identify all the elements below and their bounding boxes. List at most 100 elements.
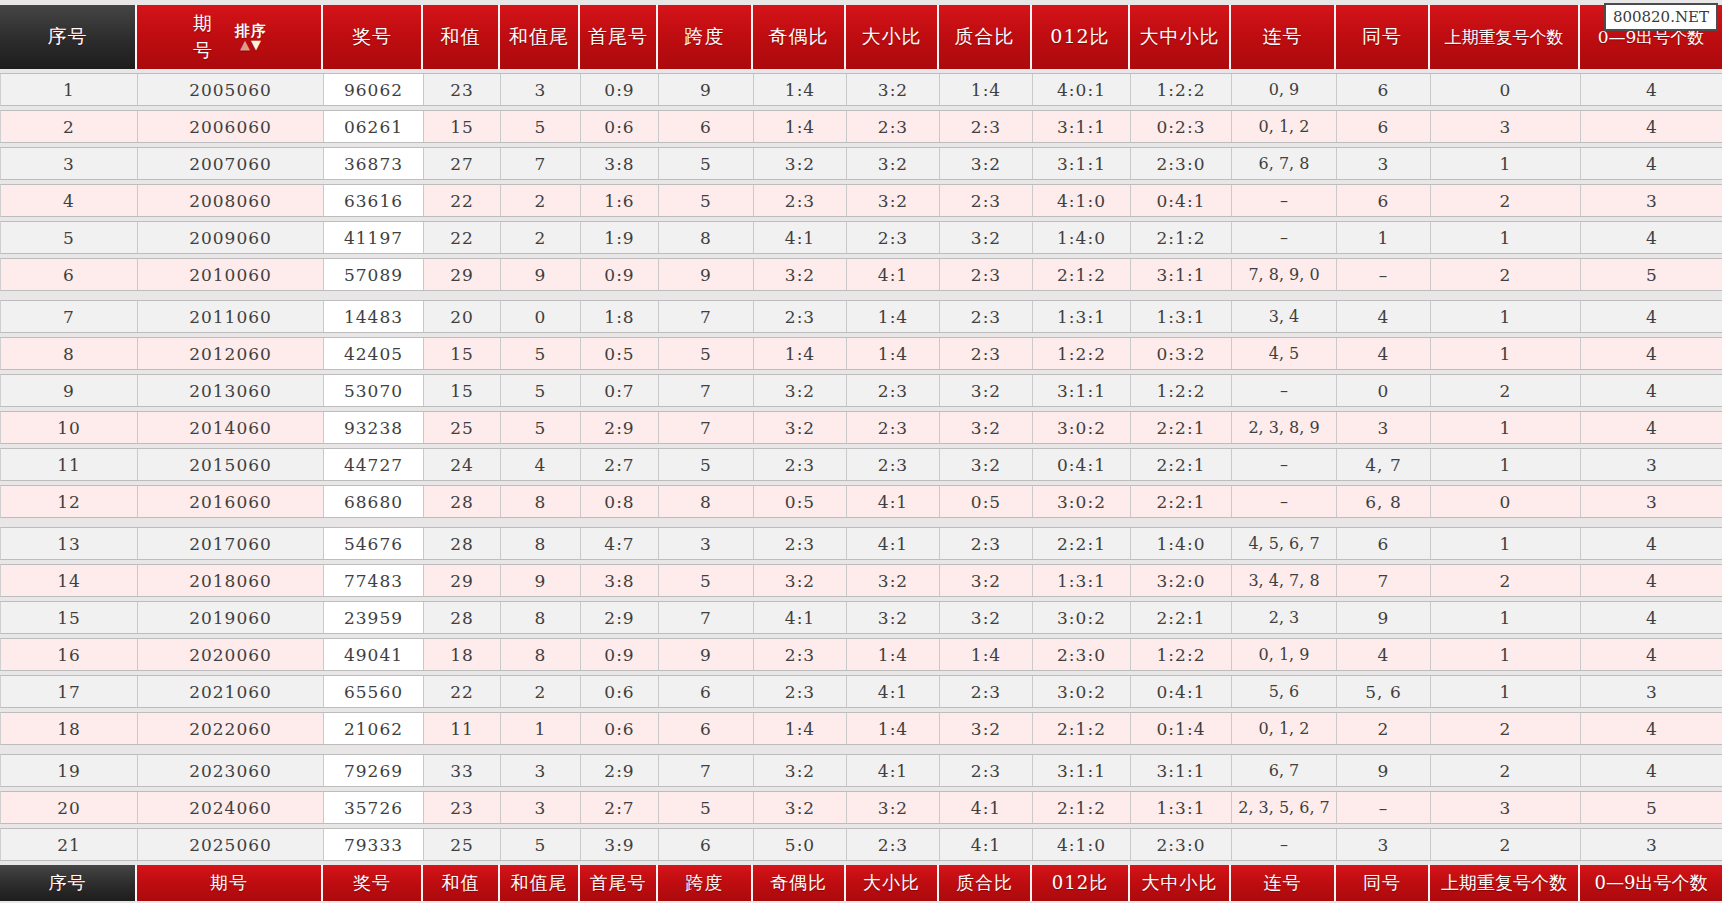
cell-first_last: 4:7 [581,528,659,559]
cell-first_last: 0:9 [581,259,659,290]
cell-odd_even: 1:4 [754,74,847,105]
cell-digit_count: 4 [1581,713,1722,744]
cell-prime_composite: 3:2 [940,713,1033,744]
cell-span: 7 [659,755,754,786]
cell-digit_count: 4 [1581,639,1722,670]
cell-sum: 25 [424,829,501,860]
cell-sum: 15 [424,375,501,406]
cell-period: 2020060 [138,639,324,670]
sort-descending-icon[interactable]: ▼ [251,37,262,52]
cell-sum: 29 [424,259,501,290]
table-row: 212025060793332553:965:02:34:14:1:02:3:0… [0,828,1722,861]
table-header-row: 序号期号排序▲▼奖号和值和值尾首尾号跨度奇偶比大小比质合比012比大中小比连号同… [0,5,1722,69]
cell-repeat_prev: 2 [1431,755,1581,786]
cell-ratio_012: 3:1:1 [1033,375,1131,406]
cell-same: 3 [1337,412,1431,443]
cell-first_last: 1:8 [581,301,659,332]
cell-ratio_012: 1:2:2 [1033,338,1131,369]
footer-header-odd_even: 奇偶比 [753,865,846,901]
cell-serial: 7 [1,301,138,332]
cell-serial: 18 [1,713,138,744]
cell-span: 5 [659,449,754,480]
cell-prime_composite: 3:2 [940,565,1033,596]
cell-ratio_012: 3:0:2 [1033,602,1131,633]
cell-repeat_prev: 1 [1431,602,1581,633]
cell-prime_composite: 1:4 [940,74,1033,105]
table-row: 32007060368732773:853:23:23:23:1:12:3:06… [0,147,1722,180]
cell-big_small: 2:3 [847,111,940,142]
cell-odd_even: 3:2 [754,565,847,596]
cell-prize: 57089 [324,259,424,290]
cell-sum_tail: 3 [501,792,581,823]
cell-prize: 21062 [324,713,424,744]
cell-big_small: 1:4 [847,338,940,369]
group-separator [0,291,1722,296]
cell-digit_count: 4 [1581,602,1722,633]
cell-period: 2017060 [138,528,324,559]
cell-odd_even: 3:2 [754,375,847,406]
sort-ascending-icon[interactable]: ▲ [240,37,251,52]
cell-big_mid_small: 0:3:2 [1131,338,1232,369]
footer-header-repeat_prev: 上期重复号个数 [1430,865,1580,901]
period-header-label: 期号 [191,10,215,64]
group-separator [0,518,1722,523]
group-separator [0,745,1722,750]
cell-sum_tail: 8 [501,602,581,633]
cell-big_small: 4:1 [847,528,940,559]
cell-serial: 12 [1,486,138,517]
cell-sum_tail: 1 [501,713,581,744]
cell-serial: 2 [1,111,138,142]
cell-sum: 23 [424,792,501,823]
cell-ratio_012: 4:1:0 [1033,185,1131,216]
footer-header-period: 期号 [137,865,323,901]
cell-repeat_prev: 0 [1431,486,1581,517]
cell-prize: 14483 [324,301,424,332]
cell-first_last: 0:9 [581,74,659,105]
cell-span: 5 [659,185,754,216]
cell-consecutive: – [1232,375,1337,406]
cell-odd_even: 5:0 [754,829,847,860]
column-header-period: 期号排序▲▼ [137,5,323,69]
cell-period: 2007060 [138,148,324,179]
cell-span: 9 [659,639,754,670]
footer-header-sum: 和值 [423,865,500,901]
cell-serial: 11 [1,449,138,480]
cell-sum_tail: 3 [501,755,581,786]
cell-ratio_012: 3:1:1 [1033,148,1131,179]
cell-serial: 17 [1,676,138,707]
cell-prize: 93238 [324,412,424,443]
cell-odd_even: 2:3 [754,528,847,559]
table-row: 52009060411972221:984:12:33:21:4:02:1:2–… [0,221,1722,254]
cell-ratio_012: 1:3:1 [1033,301,1131,332]
cell-odd_even: 1:4 [754,111,847,142]
cell-same: 9 [1337,602,1431,633]
cell-serial: 5 [1,222,138,253]
table-row: 172021060655602220:662:34:12:33:0:20:4:1… [0,675,1722,708]
table-footer-row: 序号期号奖号和值和值尾首尾号跨度奇偶比大小比质合比012比大中小比连号同号上期重… [0,865,1722,901]
cell-repeat_prev: 1 [1431,676,1581,707]
cell-prime_composite: 4:1 [940,829,1033,860]
table-row: 12005060960622330:991:43:21:44:0:11:2:20… [0,73,1722,106]
table-row: 202024060357262332:753:23:24:12:1:21:3:1… [0,791,1722,824]
cell-prize: 65560 [324,676,424,707]
sort-control[interactable]: 排序▲▼ [235,24,267,51]
cell-big_mid_small: 1:3:1 [1131,792,1232,823]
cell-span: 5 [659,148,754,179]
cell-period: 2010060 [138,259,324,290]
cell-ratio_012: 2:1:2 [1033,792,1131,823]
cell-same: 6 [1337,74,1431,105]
cell-sum_tail: 5 [501,111,581,142]
cell-prize: 49041 [324,639,424,670]
cell-sum: 15 [424,111,501,142]
cell-sum: 23 [424,74,501,105]
column-header-prize: 奖号 [323,5,423,69]
cell-prime_composite: 3:2 [940,148,1033,179]
cell-sum_tail: 8 [501,639,581,670]
cell-repeat_prev: 1 [1431,528,1581,559]
cell-big_mid_small: 0:1:4 [1131,713,1232,744]
cell-digit_count: 5 [1581,792,1722,823]
cell-odd_even: 3:2 [754,792,847,823]
lottery-trend-table: 序号期号排序▲▼奖号和值和值尾首尾号跨度奇偶比大小比质合比012比大中小比连号同… [0,5,1722,901]
cell-prize: 63616 [324,185,424,216]
cell-sum: 29 [424,565,501,596]
